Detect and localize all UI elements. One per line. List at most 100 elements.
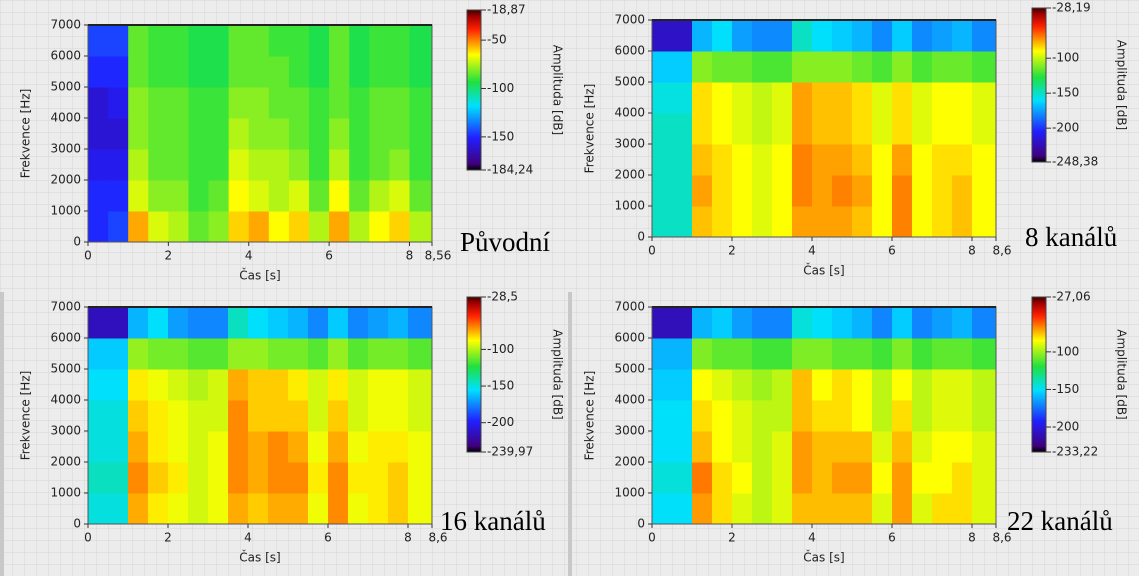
heatmap-cell xyxy=(408,462,433,494)
heatmap-cell xyxy=(349,25,370,57)
heatmap-cell xyxy=(88,87,109,119)
heatmap-cell xyxy=(188,87,210,119)
heatmap-cell xyxy=(912,175,933,207)
heatmap-cell xyxy=(872,51,893,83)
colorbar-tick-label: -100 xyxy=(1052,51,1079,65)
heatmap-cell xyxy=(672,82,693,114)
heatmap-cell xyxy=(892,206,913,238)
heatmap-cell xyxy=(228,118,250,150)
heatmap-cell xyxy=(792,51,813,83)
heatmap-cell xyxy=(309,56,330,88)
heatmap-cell xyxy=(912,462,933,494)
heatmap-cell xyxy=(208,149,230,181)
heatmap-cell xyxy=(872,113,893,145)
heatmap-cell xyxy=(148,338,169,370)
heatmap-cell xyxy=(872,20,893,52)
heatmap-cell xyxy=(148,56,169,88)
x-axis-label: Čas [s] xyxy=(803,263,844,278)
heatmap-cell xyxy=(389,87,410,119)
y-tick-label: 2000 xyxy=(614,168,645,182)
heatmap-cell xyxy=(792,82,813,114)
heatmap-cell xyxy=(652,113,673,145)
y-tick-label: 6000 xyxy=(50,49,81,63)
heatmap-cell xyxy=(732,20,753,52)
heatmap-cell xyxy=(128,431,149,463)
heatmap-cell xyxy=(892,113,913,145)
heatmap-cell xyxy=(368,338,389,370)
x-axis-label: Čas [s] xyxy=(239,268,280,283)
heatmap-cell xyxy=(732,144,753,176)
heatmap-cell xyxy=(892,369,913,401)
heatmap-cell xyxy=(349,56,370,88)
heatmap-cell xyxy=(268,307,289,339)
heatmap-cell xyxy=(88,149,109,181)
heatmap-cell xyxy=(832,338,853,370)
heatmap-cell xyxy=(369,180,390,212)
heatmap-cell xyxy=(168,56,189,88)
y-tick-label: 1000 xyxy=(614,199,645,213)
heatmap-cell xyxy=(952,82,973,114)
heatmap-cell xyxy=(872,82,893,114)
heatmap-cell xyxy=(792,144,813,176)
heatmap-cell xyxy=(832,144,853,176)
heatmap-cell xyxy=(388,462,409,494)
heatmap-cell xyxy=(288,118,310,150)
heatmap-cell xyxy=(712,144,733,176)
heatmap-cell xyxy=(772,338,793,370)
y-tick-label: 3000 xyxy=(614,424,645,438)
heatmap-cell xyxy=(408,431,433,463)
heatmap-cell xyxy=(792,338,813,370)
heatmap-cell xyxy=(672,338,693,370)
heatmap-cell xyxy=(389,25,410,57)
heatmap-cell xyxy=(852,431,873,463)
heatmap-cell xyxy=(692,307,713,339)
heatmap-cell xyxy=(408,338,433,370)
heatmap-cell xyxy=(228,211,250,243)
heatmap-cell xyxy=(308,307,329,339)
heatmap-cell xyxy=(772,400,793,432)
heatmap-cell xyxy=(188,149,210,181)
y-tick-label: 3000 xyxy=(614,137,645,151)
divider xyxy=(568,292,572,576)
heatmap-cell xyxy=(148,180,169,212)
heatmap-cell xyxy=(88,307,109,339)
heatmap-cell xyxy=(388,400,409,432)
heatmap-cell xyxy=(692,51,713,83)
heatmap-cell xyxy=(188,400,209,432)
heatmap-cell xyxy=(369,149,390,181)
heatmap-cell xyxy=(932,51,953,83)
heatmap-cell xyxy=(268,400,289,432)
heatmap-cell xyxy=(288,211,310,243)
heatmap-cell xyxy=(692,369,713,401)
heatmap-cell xyxy=(872,369,893,401)
heatmap-cell xyxy=(388,307,409,339)
x-tick-label: 2 xyxy=(728,531,736,545)
colorbar-tick-label: -200 xyxy=(1052,420,1079,434)
heatmap-cell xyxy=(812,175,833,207)
heatmap-cell xyxy=(772,82,793,114)
heatmap-cell xyxy=(752,175,773,207)
heatmap-cell xyxy=(88,180,109,212)
heatmap-cell xyxy=(732,307,753,339)
heatmap-cell xyxy=(752,206,773,238)
heatmap-cell xyxy=(328,431,349,463)
colorbar-tick-label: -18,87 xyxy=(487,3,526,17)
heatmap-cell xyxy=(752,20,773,52)
heatmap-cell xyxy=(772,462,793,494)
y-tick-label: 4000 xyxy=(614,106,645,120)
heatmap-cell xyxy=(872,206,893,238)
x-tick-label: 0 xyxy=(84,249,92,263)
heatmap-cell xyxy=(932,400,953,432)
heatmap-cell xyxy=(732,493,753,525)
x-tick-label: 4 xyxy=(808,531,816,545)
heatmap-cell xyxy=(752,431,773,463)
heatmap-cell xyxy=(732,51,753,83)
y-tick-label: 4000 xyxy=(614,393,645,407)
colorbar-tick-label: -239,97 xyxy=(487,445,533,459)
heatmap-cell xyxy=(972,20,997,52)
y-axis-label: Frekvence [Hz] xyxy=(19,371,33,461)
heatmap-cell xyxy=(892,144,913,176)
heatmap-cell xyxy=(188,307,209,339)
heatmap-cell xyxy=(288,369,309,401)
heatmap-cell xyxy=(832,20,853,52)
